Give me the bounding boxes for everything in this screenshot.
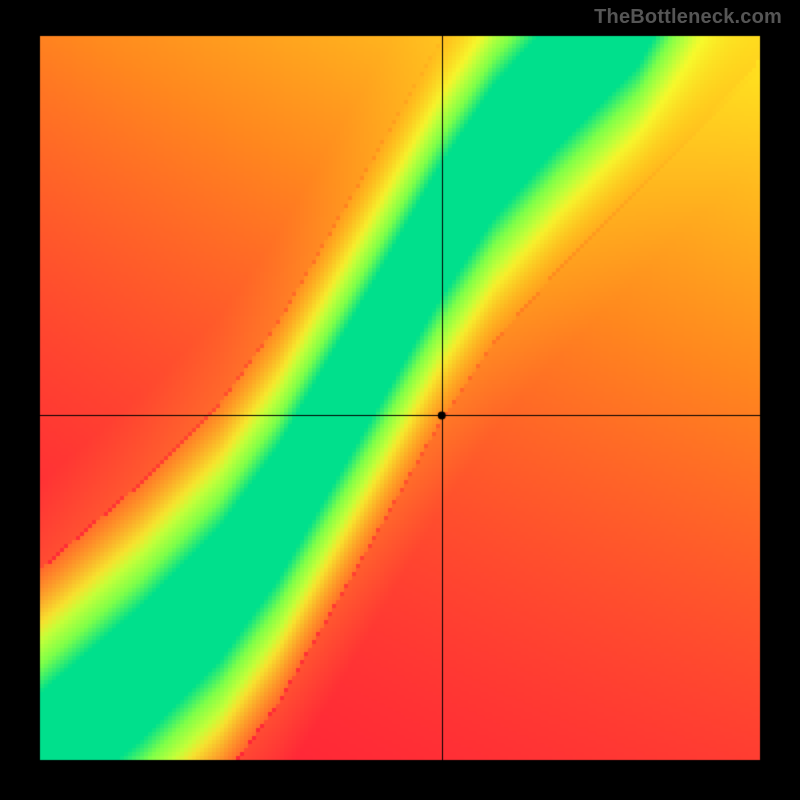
watermark-text: TheBottleneck.com [594, 6, 782, 29]
chart-container: TheBottleneck.com [0, 0, 800, 800]
heatmap-canvas [0, 0, 800, 800]
